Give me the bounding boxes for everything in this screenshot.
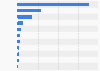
Bar bbox=[18, 45, 98, 51]
Bar bbox=[18, 63, 98, 70]
Bar bbox=[18, 34, 20, 37]
Bar bbox=[18, 20, 98, 26]
Bar bbox=[17, 28, 18, 31]
Bar bbox=[18, 9, 41, 12]
Bar bbox=[17, 46, 18, 49]
Bar bbox=[17, 40, 18, 43]
Bar bbox=[18, 51, 98, 57]
Bar bbox=[17, 22, 18, 25]
Bar bbox=[17, 15, 18, 18]
Bar bbox=[18, 3, 89, 6]
Bar bbox=[18, 40, 20, 43]
Bar bbox=[18, 15, 32, 19]
Bar bbox=[18, 28, 21, 31]
Bar bbox=[17, 9, 18, 12]
Bar bbox=[18, 21, 23, 25]
Bar bbox=[17, 53, 18, 56]
Bar bbox=[18, 46, 19, 50]
Bar bbox=[17, 65, 18, 68]
Bar bbox=[18, 14, 98, 20]
Bar bbox=[18, 26, 98, 32]
Bar bbox=[18, 52, 19, 56]
Bar bbox=[18, 8, 98, 14]
Bar bbox=[18, 32, 98, 39]
Bar bbox=[17, 59, 18, 62]
Bar bbox=[17, 34, 18, 37]
Bar bbox=[17, 3, 18, 6]
Bar bbox=[18, 39, 98, 45]
Bar bbox=[18, 1, 98, 8]
Bar bbox=[18, 59, 19, 62]
Bar bbox=[18, 57, 98, 63]
